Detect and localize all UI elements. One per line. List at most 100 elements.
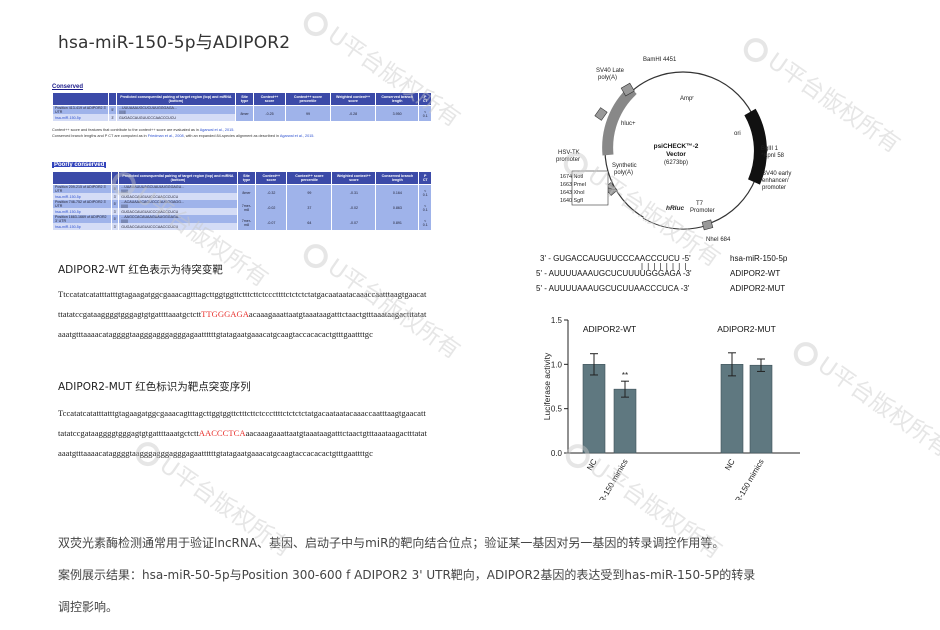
table-cell: < 0.1	[418, 184, 432, 200]
pairing-cell: ...ACAUAAACAGUCCCAUGGGAGG... |||||||	[118, 200, 238, 208]
table-header-cell: Context++ score percentile	[286, 171, 333, 185]
sequence-alignment: 3' - GUGACCAUGUUCCCAACCCUCU -5' hsa-miR-1…	[536, 254, 787, 299]
alignment-row-mirna: 3' - GUGACCAUGUUCCCAACCCUCU -5' hsa-miR-1…	[536, 254, 787, 269]
synthetic-label: Synthetic	[612, 163, 637, 169]
table-row: hsa-miR-150-5p 3' GUGACCAUGUUCCCAACCCUCU	[52, 193, 432, 200]
table-header-cell: Weighted context++ score	[330, 92, 376, 106]
table-header-cell: Conserved branch length	[375, 171, 420, 185]
table-cell: 0.891	[375, 215, 420, 230]
conserved-label: Conserved	[52, 84, 84, 90]
table-row: Position 413-419 of ADIPOR2 3' UTR 5' ...U…	[51, 105, 432, 121]
site-position: Position 209-215 of ADIPOR2 3' UTR	[52, 184, 112, 193]
target-seq: ...AAGCCACAUAAGUAUGGGAGA...	[121, 215, 182, 219]
mut-align-seq: 5' - AUUUUAAAUGCUCUUAACCCUCA -3'	[536, 284, 690, 293]
table-row: hsa-miR-150-5p 3' GUGACCAUGUUCCCAACCCUCU	[51, 114, 432, 121]
pair-bars: |||||||	[119, 110, 126, 114]
mut-seq-highlight: AACCCTCA	[198, 428, 246, 438]
sv40-late-box	[620, 82, 635, 97]
watermark-logo-icon	[299, 238, 333, 273]
mirna-seq: 3' - GUGACCAUGUUCCCAACCCUCU -5'	[540, 254, 691, 263]
wt-sequence: Ttccatatcatatttatttgtagaagatggcgaaacagtt…	[58, 284, 428, 344]
mcs-pointer	[607, 187, 617, 191]
target-seq: ...UUUAAAUGCUCUUUGGGAGA...	[119, 106, 177, 110]
table-header-cell: Conserved branch length	[374, 92, 420, 106]
watermark-text: U平台版权所有	[812, 352, 940, 463]
t7-box	[701, 219, 714, 231]
table-cell: 3.950	[374, 105, 420, 121]
significance-label: **	[622, 371, 628, 380]
psicheck2-vector-map: BamHI 4451 SV40 Late poly(A) Ampʳ hluc+ …	[556, 57, 791, 243]
pair-bars: |||||||	[121, 204, 128, 208]
table-cell: -0.28	[330, 105, 376, 121]
hluc-label: hluc+	[621, 121, 636, 127]
mcs-site-2: 1663 PmeI	[560, 182, 586, 188]
x-tick-label: miR-150 mimics	[593, 458, 629, 501]
table-cell: < 0.1	[418, 105, 432, 121]
table-cell: -0.31	[331, 184, 377, 200]
synthetic-polya-label: poly(A)	[614, 170, 633, 176]
alignment-row-mut: 5' - AUUUUAAAUGCUCUUAACCCUCA -3' ADIPOR2-…	[536, 284, 785, 299]
table-header-cell: Context++ score percentile	[284, 92, 332, 106]
page-title: hsa-miR-150-5p与ADIPOR2	[58, 33, 291, 53]
table-cell: 7mer-m8	[236, 215, 257, 230]
sv40-late-label: SV40 Late	[596, 68, 625, 74]
promoter-label: promoter	[762, 185, 786, 191]
table-cell: -0.02	[331, 200, 377, 215]
sv40-early-label: SV40 early	[762, 171, 791, 177]
table-cell: 0.164	[375, 184, 420, 200]
table-cell: -0.07	[255, 215, 288, 230]
bglii-label: BglII 1	[761, 146, 779, 152]
mut-sequence: Tccatatcatatttatttgtagaagatggcgaaacagttt…	[58, 403, 428, 463]
target-seq: ...UAAUAUUUAGCUAUUUGGGAGU...	[121, 185, 185, 189]
watermark-logo-icon	[299, 6, 333, 41]
wt-seq-highlight: TTGGGAGA	[201, 309, 249, 319]
mut-align-label: ADIPOR2-MUT	[730, 284, 786, 293]
vector-name-2: Vector	[666, 151, 686, 158]
table-cell: < 0.1	[418, 200, 432, 215]
alignment-row-wt: 5' - AUUUUAAAUGCUCUUUUGGGAGA -3' ADIPOR2-…	[536, 269, 780, 284]
table-cell: 0.863	[375, 200, 420, 215]
hrluc-arc	[642, 217, 709, 230]
t7-promoter-label: Promoter	[690, 208, 715, 214]
mirna-seq: GUGACCAUGUUCCCAACCCUCU	[118, 208, 238, 215]
table-header-cell	[108, 92, 118, 106]
pairing-cell: ...UAAUAUUUAGCUAUUUGGGAGU... |||||||	[118, 184, 238, 193]
site-position: Position 413-419 of ADIPOR2 3' UTR	[51, 105, 110, 114]
x-tick-label: NC	[585, 457, 599, 472]
mcs-site-3: 1643 XhoI	[560, 190, 585, 196]
table-header-cell: Weighted context++ score	[331, 171, 377, 185]
note-2c-link[interactable]: Agarwal et al., 2015.	[279, 134, 315, 138]
paragraph-1: 双荧光素酶检测通常用于验证lncRNA、基因、启动子中与miR的靶向结合位点；验…	[58, 536, 725, 550]
feature-box	[594, 107, 608, 121]
wt-align-seq: 5' - AUUUUAAAUGCUCUUUUGGGAGA -3'	[536, 269, 692, 278]
kpni-label: *KpnI 58	[761, 153, 785, 159]
table-cell: 64	[286, 215, 333, 230]
table-cell: -0.32	[255, 184, 288, 200]
x-tick-label: NC	[723, 457, 737, 472]
mirna-link: hsa-miR-150-5p	[52, 193, 112, 200]
note-1-link[interactable]: Agarwal et al., 2015.	[199, 128, 235, 132]
sv40-late-polya-label: poly(A)	[598, 75, 617, 81]
mirna-link: hsa-miR-150-5p	[51, 114, 110, 121]
table-cell: 5'	[108, 105, 118, 114]
note-2: Conserved branch lengths and P CT are co…	[52, 134, 147, 138]
wt-seq-before: Ttccatatcatatttatttgtagaagatggcgaaacagtt…	[58, 289, 427, 319]
vector-name: psiCHECK™-2	[654, 143, 699, 150]
t7-label: T7	[696, 201, 704, 207]
group-label: ADIPOR2-WT	[583, 324, 636, 334]
mut-seq-before: Tccatatcatatttatttgtagaagatggcgaaacagttt…	[58, 408, 426, 438]
table-header-cell	[52, 171, 112, 185]
table-header-cell: Context++ score	[255, 171, 288, 185]
table-cell: 99	[284, 105, 332, 121]
group-label: ADIPOR2-MUT	[717, 324, 776, 334]
table-cell: -0.25	[253, 105, 286, 121]
note-2-link[interactable]: Friedman et al., 2008	[147, 134, 184, 138]
hrluc-label: hRluc	[666, 205, 684, 212]
paragraph-2: 案例展示结果：hsa-miR-50-5p与Position 300-600 f …	[58, 568, 756, 582]
note-1: Context++ score and features that contri…	[52, 128, 199, 132]
table-header-cell	[110, 171, 120, 185]
mcs-site-4: 1640 SgfI	[560, 198, 583, 204]
bar	[613, 388, 637, 454]
mirna-seq: GUGACCAUGUUCCCAACCCUCU	[118, 223, 238, 230]
mirna-seq: GUGACCAUGUUCCCAACCCUCU	[116, 114, 236, 121]
